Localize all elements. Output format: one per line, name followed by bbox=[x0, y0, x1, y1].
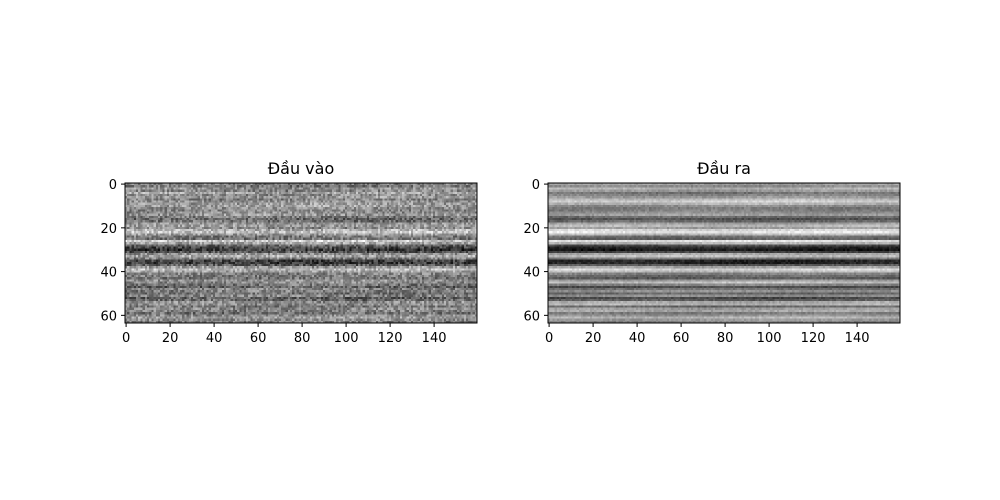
y-tick-label: 0 bbox=[532, 178, 540, 193]
x-tick-label: 0 bbox=[545, 331, 553, 346]
output-panel: Đầu ra 0 20 40 60 80 100 120 140 0 20 40 60 bbox=[523, 159, 901, 346]
x-tick-label: 60 bbox=[250, 331, 267, 346]
x-tick-label: 40 bbox=[206, 331, 223, 346]
y-tick-label: 60 bbox=[523, 309, 540, 324]
y-tick-label: 20 bbox=[100, 222, 117, 237]
x-tick-label: 80 bbox=[717, 331, 734, 346]
x-tick-label: 0 bbox=[122, 331, 130, 346]
heatmap-image bbox=[548, 183, 900, 323]
input-panel: Đầu vào 0 20 40 60 80 100 120 140 0 20 40 60 bbox=[100, 159, 478, 346]
y-tick-label: 40 bbox=[523, 266, 540, 281]
x-tick-label: 120 bbox=[801, 331, 826, 346]
heatmap-image bbox=[125, 183, 477, 323]
x-tick-label: 100 bbox=[334, 331, 359, 346]
y-tick-label: 40 bbox=[100, 266, 117, 281]
x-tick-label: 140 bbox=[422, 331, 447, 346]
y-tick-label: 20 bbox=[523, 222, 540, 237]
axes-frame bbox=[547, 182, 901, 324]
x-tick-label: 20 bbox=[585, 331, 602, 346]
chart-title: Đầu ra bbox=[697, 159, 751, 178]
chart-title: Đầu vào bbox=[268, 159, 335, 178]
x-tick-label: 40 bbox=[629, 331, 646, 346]
axes-frame bbox=[124, 182, 478, 324]
y-tick-label: 60 bbox=[100, 309, 117, 324]
y-tick-label: 0 bbox=[109, 178, 117, 193]
x-tick-label: 120 bbox=[378, 331, 403, 346]
x-tick-label: 80 bbox=[294, 331, 311, 346]
x-tick-label: 20 bbox=[162, 331, 179, 346]
x-tick-label: 140 bbox=[845, 331, 870, 346]
x-tick-label: 100 bbox=[757, 331, 782, 346]
x-tick-label: 60 bbox=[673, 331, 690, 346]
